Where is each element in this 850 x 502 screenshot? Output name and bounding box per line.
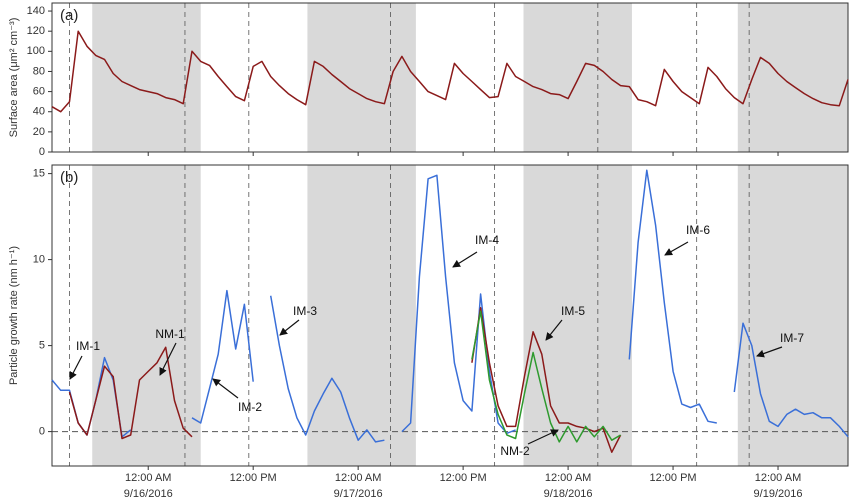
- annotation: IM-5: [561, 304, 585, 318]
- x-date-label: 9/18/2016: [544, 488, 593, 500]
- night-shade: [523, 3, 632, 152]
- annotation-arrow: [756, 346, 783, 358]
- annotation-arrow: [452, 251, 478, 268]
- annotation: IM-4: [475, 233, 499, 247]
- y-tick-label: 0: [39, 426, 45, 438]
- annotation-arrow: [69, 355, 83, 380]
- panel-label: (a): [60, 7, 78, 24]
- annotation: NM-2: [500, 444, 530, 458]
- y-tick-label: 60: [33, 86, 45, 98]
- annotation-arrow: [545, 319, 563, 341]
- annotation: IM-7: [780, 331, 804, 345]
- annotation: IM-1: [76, 339, 100, 353]
- y-tick-label: 140: [27, 5, 45, 17]
- x-tick-label: 12:00 AM: [335, 472, 381, 484]
- y-tick-label: 40: [33, 106, 45, 118]
- night-shade: [92, 165, 201, 466]
- y-tick-label: 120: [27, 25, 45, 37]
- annotation-arrow: [212, 378, 239, 399]
- y-tick-label: 15: [33, 168, 45, 180]
- annotation: IM-6: [686, 223, 710, 237]
- night-shade: [307, 3, 416, 152]
- annotation: IM-2: [238, 400, 262, 414]
- night-shade: [523, 165, 632, 466]
- x-tick-label: 12:00 PM: [440, 472, 487, 484]
- y-tick-label: 0: [39, 146, 45, 158]
- x-tick-label: 12:00 PM: [650, 472, 697, 484]
- x-date-label: 9/17/2016: [334, 488, 383, 500]
- night-shade: [92, 3, 201, 152]
- y-tick-label: 20: [33, 126, 45, 138]
- y-tick-label: 5: [39, 340, 45, 352]
- annotation-arrow: [664, 241, 689, 256]
- series-line: [471, 310, 621, 443]
- x-date-label: 9/16/2016: [124, 488, 173, 500]
- annotation-arrow: [527, 429, 559, 445]
- y-tick-label: 100: [27, 45, 45, 57]
- x-tick-label: 12:00 AM: [545, 472, 591, 484]
- y-axis-label: Surface area (μm² cm⁻³): [8, 18, 20, 138]
- annotation-arrow: [159, 342, 177, 376]
- series-line: [68, 307, 622, 453]
- series-line: [51, 30, 849, 113]
- x-tick-label: 12:00 AM: [125, 472, 171, 484]
- y-axis-label: Particle growth rate (nm h⁻¹): [8, 246, 20, 385]
- night-shade: [307, 165, 416, 466]
- annotation: NM-1: [155, 327, 185, 341]
- panel-label: (b): [60, 169, 78, 186]
- plot-frame: [51, 2, 849, 153]
- night-shade: [737, 3, 848, 152]
- x-date-label: 9/19/2016: [754, 488, 803, 500]
- annotation-arrow: [279, 319, 300, 336]
- y-tick-label: 80: [33, 65, 45, 77]
- x-tick-label: 12:00 PM: [230, 472, 277, 484]
- annotation: IM-3: [293, 304, 317, 318]
- x-tick-label: 12:00 AM: [755, 472, 801, 484]
- y-tick-label: 10: [33, 254, 45, 266]
- plot-frame: [51, 164, 849, 467]
- night-shade: [737, 165, 848, 466]
